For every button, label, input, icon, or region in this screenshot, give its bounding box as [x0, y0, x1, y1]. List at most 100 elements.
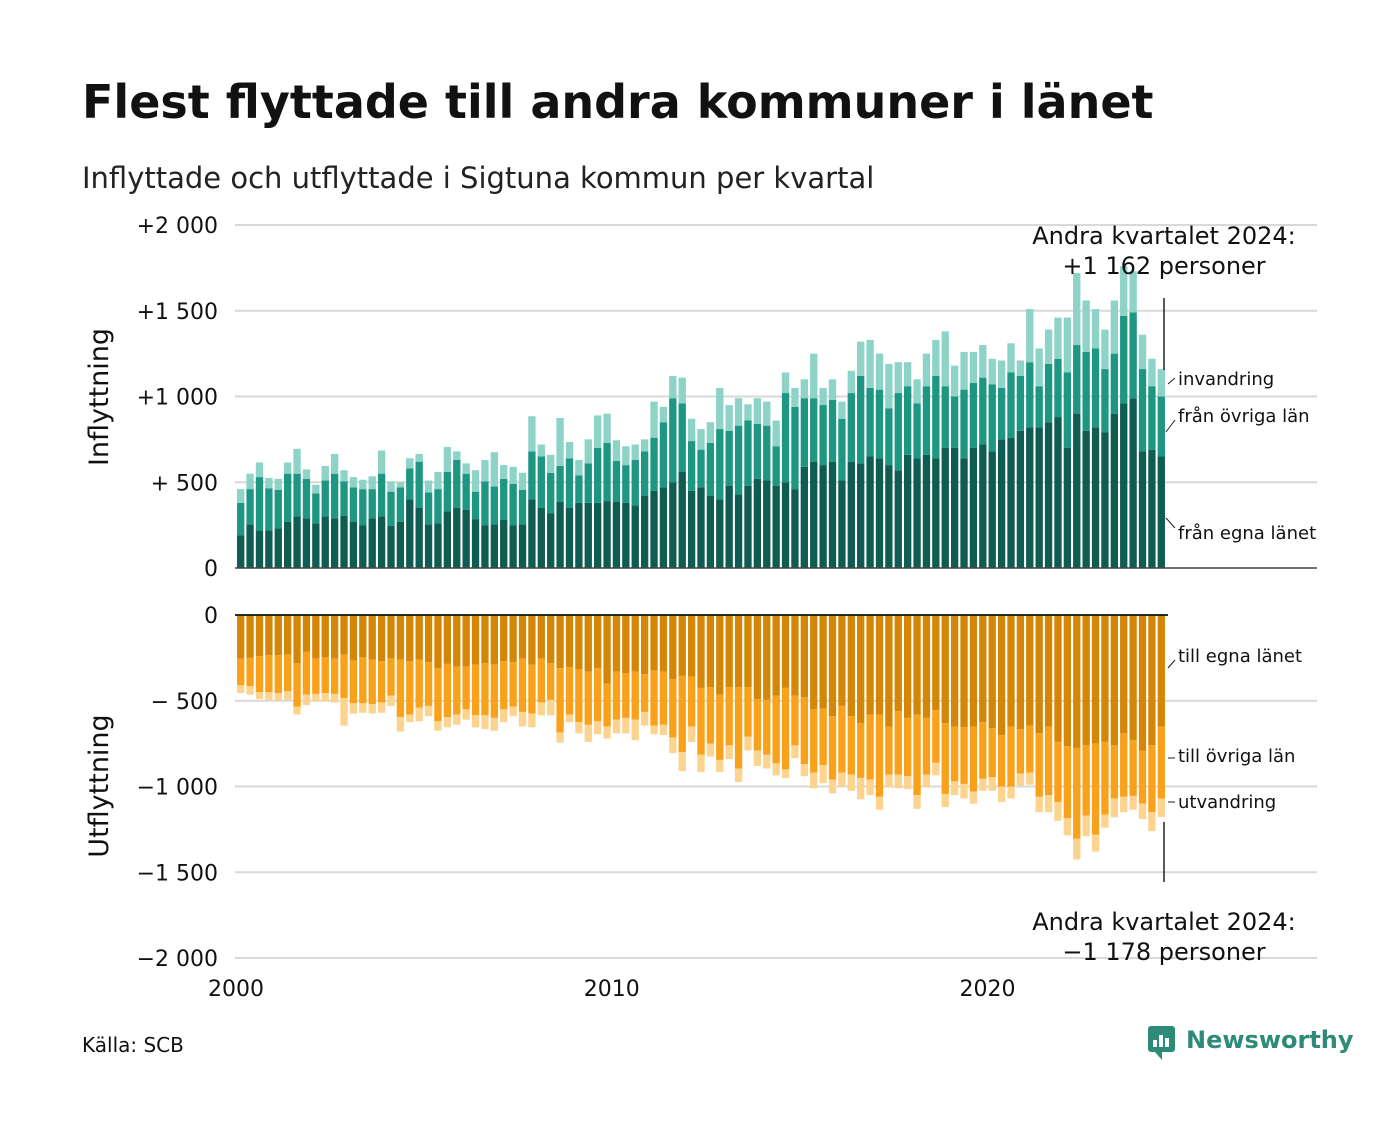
inflow-bar-other-2002-q4: [340, 481, 348, 516]
outflow-bar-other-2011-q1: [650, 670, 658, 726]
outflow-bar-own-2022-q2: [1073, 615, 1081, 748]
inflow-bar-imm-2011-q2: [659, 406, 668, 423]
outflow-bar-other-2021-q2: [1035, 733, 1043, 797]
inflow-bar-imm-2011-q3: [669, 375, 677, 399]
inflow-bar-imm-2016-q2: [847, 370, 855, 394]
inflow-bar-imm-2024-q1: [1138, 334, 1147, 370]
inflow-bar-imm-2009-q1: [575, 459, 583, 476]
outflow-bar-other-2009-q3: [594, 668, 602, 722]
outflow-bar-other-2007-q1: [500, 661, 508, 710]
outflow-bar-own-2011-q3: [669, 615, 677, 680]
inflow-bar-imm-2011-q4: [678, 377, 686, 404]
outflow-bar-other-2016-q1: [838, 705, 846, 773]
outflow-bar-other-2021-q4: [1054, 741, 1062, 802]
inflow-bar-imm-2004-q3: [406, 458, 414, 469]
inflow-bar-imm-2020-q3: [1007, 343, 1015, 373]
outflow-bar-other-2018-q4: [941, 723, 949, 795]
inflow-bar-own-2007-q2: [509, 525, 517, 569]
outflow-bar-own-2014-q1: [763, 615, 771, 700]
inflow-bar-imm-2016-q3: [857, 341, 865, 376]
outflow-bar-imm-2013-q2: [734, 768, 743, 783]
outflow-bar-other-2011-q2: [659, 671, 668, 725]
x-tick-label: 2000: [208, 977, 264, 1002]
inflow-bar-imm-2017-q4: [904, 362, 912, 387]
inflow-bar-other-2023-q1: [1101, 369, 1109, 433]
inflow-bar-other-2015-q2: [810, 398, 818, 462]
outflow-bar-own-2010-q2: [622, 615, 630, 674]
inflow-bar-other-2012-q4: [716, 429, 724, 500]
legend-tick-fran-ovriga-lan: [1165, 419, 1176, 433]
inflow-bar-own-2001-q4: [302, 518, 311, 568]
inflow-bar-imm-2019-q1: [950, 365, 959, 397]
inflow-bar-other-2002-q2: [321, 480, 329, 517]
outflow-bar-imm-2019-q1: [950, 781, 959, 796]
inflow-bar-own-2005-q4: [453, 507, 461, 569]
outflow-bar-other-2010-q4: [640, 674, 649, 712]
inflow-bar-other-2012-q3: [706, 442, 715, 496]
outflow-bar-imm-2005-q2: [434, 721, 442, 731]
outflow-bar-own-2003-q1: [349, 615, 358, 661]
bottom-tick-labels: 0 − 500 −1 000 −1 500 −2 000: [137, 604, 218, 972]
inflow-bar-other-2001-q2: [284, 473, 292, 522]
top-tick-label: +1 500: [137, 300, 218, 325]
inflow-bar-own-2018-q1: [913, 458, 921, 568]
inflow-bar-imm-2009-q3: [594, 415, 602, 448]
outflow-bar-other-2002-q4: [340, 654, 348, 699]
legend-till-egna-lanet: till egna länet: [1178, 646, 1302, 667]
bottom-tick-label: −2 000: [137, 947, 218, 972]
outflow-bar-own-2006-q2: [471, 615, 480, 665]
inflow-bar-imm-2018-q2: [922, 353, 931, 387]
inflow-bar-other-2016-q4: [866, 387, 874, 457]
inflow-bar-other-2017-q2: [885, 408, 893, 466]
outflow-bar-other-2023-q4: [1129, 740, 1137, 796]
outflow-bar-own-2004-q4: [415, 615, 423, 660]
inflow-bar-own-2013-q1: [725, 485, 733, 568]
outflow-bar-other-2006-q1: [462, 666, 470, 710]
inflow-bar-other-2003-q4: [377, 473, 386, 517]
inflow-bar-own-2019-q3: [969, 447, 978, 568]
inflow-bar-imm-2014-q1: [763, 401, 771, 426]
outflow-bar-own-2023-q2: [1110, 615, 1118, 746]
inflow-bar-other-2024-q3: [1157, 396, 1165, 457]
inflow-bar-imm-2006-q2: [471, 470, 480, 492]
inflow-bar-imm-2009-q2: [584, 439, 592, 464]
outflow-bar-imm-2020-q4: [1016, 773, 1025, 786]
inflow-bar-other-2009-q2: [584, 463, 592, 503]
outflow-bar-imm-2007-q4: [528, 713, 536, 728]
inflow-bar-imm-2008-q3: [556, 417, 564, 466]
inflow-bar-own-2010-q3: [631, 505, 639, 568]
inflow-bar-imm-2006-q3: [481, 459, 489, 482]
inflow-bar-imm-2023-q2: [1110, 300, 1118, 354]
outflow-bar-own-2020-q3: [1007, 615, 1015, 727]
outflow-bar-imm-2017-q4: [904, 776, 912, 790]
outflow-bar-own-2009-q4: [603, 615, 611, 684]
outflow-bar-own-2014-q3: [781, 615, 790, 688]
inflow-bar-imm-2015-q2: [810, 353, 818, 399]
outflow-bar-imm-2017-q1: [875, 796, 884, 810]
outflow-bar-imm-2021-q1: [1026, 772, 1034, 785]
inflow-bar-imm-2021-q1: [1026, 309, 1034, 363]
inflow-bar-imm-2012-q1: [687, 418, 696, 442]
bottom-y-axis-label: Utflyttning: [84, 714, 115, 857]
outflow-bar-imm-2001-q2: [284, 691, 292, 700]
inflow-bar-imm-2018-q1: [913, 379, 921, 404]
outflow-bar-own-2006-q3: [481, 615, 489, 664]
inflow-bar-imm-2003-q1: [349, 477, 358, 488]
outflow-bar-other-2023-q2: [1110, 745, 1118, 799]
inflow-bar-own-2024-q1: [1138, 451, 1147, 568]
outflow-bar-own-2008-q1: [537, 615, 545, 659]
inflow-bar-other-2018-q3: [932, 375, 940, 459]
inflow-bar-own-2022-q4: [1091, 427, 1100, 568]
inflow-bar-imm-2001-q4: [302, 469, 311, 479]
inflow-bar-imm-2011-q1: [650, 401, 658, 438]
outflow-bar-own-2005-q3: [443, 615, 452, 664]
outflow-bar-other-2004-q1: [387, 658, 395, 696]
inflow-bar-other-2013-q3: [744, 420, 752, 486]
outflow-bar-own-2020-q1: [988, 615, 996, 729]
inflow-bar-own-2021-q4: [1054, 417, 1062, 568]
outflow-bar-other-2003-q2: [359, 657, 367, 704]
inflow-bar-own-2004-q1: [387, 525, 395, 568]
inflow-bar-other-2019-q2: [960, 389, 968, 459]
outflow-bar-other-2014-q3: [781, 687, 790, 770]
inflow-bar-other-2005-q4: [453, 459, 461, 508]
